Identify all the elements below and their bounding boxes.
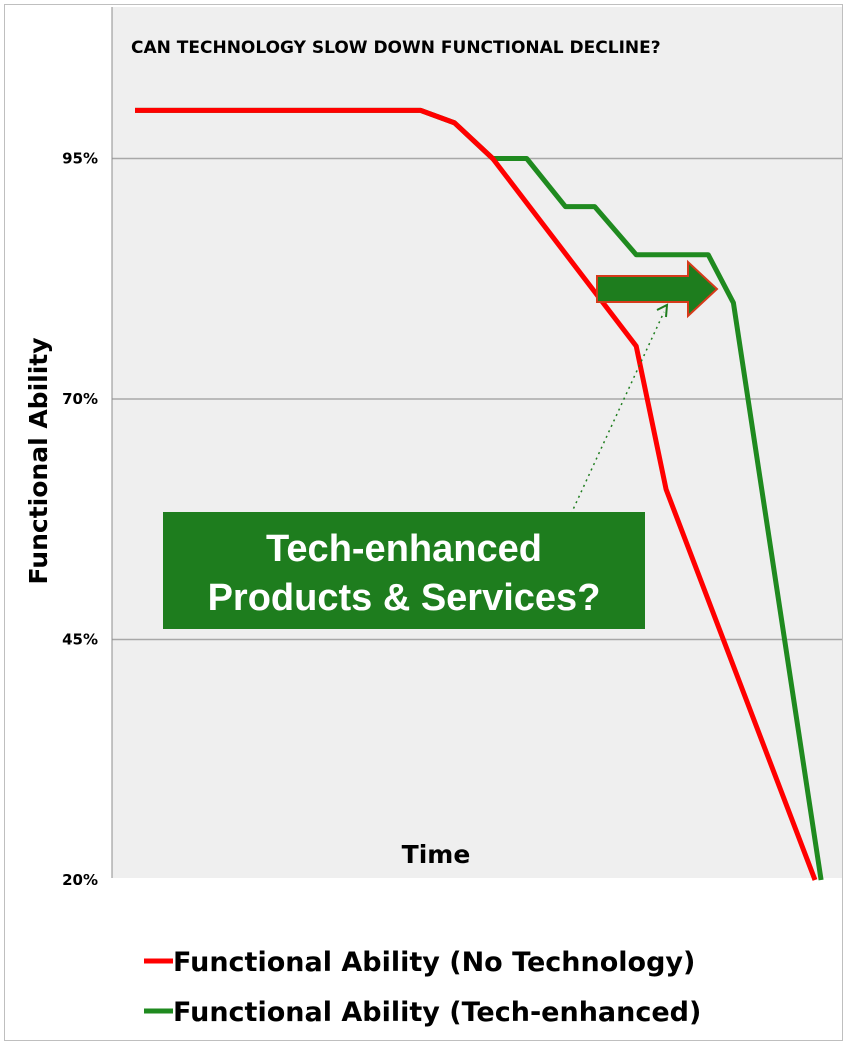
gridlines <box>111 7 842 878</box>
annotation-line-1: Tech-enhanced <box>266 528 542 570</box>
y-tick-70: 70% <box>62 390 98 408</box>
annotation-line-2: Products & Services? <box>208 577 601 619</box>
y-tick-20: 20% <box>62 871 98 889</box>
y-tick-45: 45% <box>62 631 98 649</box>
legend: Functional Ability (No Technology) Funct… <box>144 947 701 1028</box>
plot-area <box>112 7 842 878</box>
chart-frame: CAN TECHNOLOGY SLOW DOWN FUNCTIONAL DECL… <box>4 4 843 1041</box>
annotation-box <box>163 512 645 629</box>
y-tick-labels: 95% 70% 45% 20% <box>62 150 98 890</box>
series-line-no-technology <box>135 107 818 881</box>
y-axis-label: Functional Ability <box>24 337 53 584</box>
series-lines <box>135 107 824 881</box>
chart-svg: CAN TECHNOLOGY SLOW DOWN FUNCTIONAL DECL… <box>24 7 842 1028</box>
x-axis-label: Time <box>402 840 471 869</box>
y-tick-95: 95% <box>62 150 98 168</box>
chart-title: CAN TECHNOLOGY SLOW DOWN FUNCTIONAL DECL… <box>131 38 661 58</box>
legend-label-tech-enhanced: Functional Ability (Tech-enhanced) <box>173 997 701 1028</box>
legend-label-no-technology: Functional Ability (No Technology) <box>173 947 695 978</box>
pointer-arrowhead-icon <box>656 303 669 318</box>
annotation-pointer <box>570 311 665 515</box>
arrow-icon <box>596 259 719 319</box>
